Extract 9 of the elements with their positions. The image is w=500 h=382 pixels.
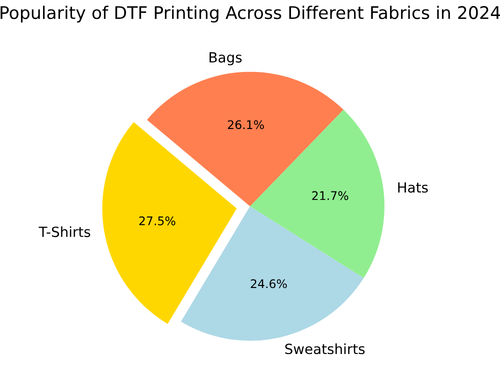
data-label: 24.6%: [250, 279, 287, 288]
chart-title: Popularity of DTF Printing Across Different Fabrics in 2024: [0, 6, 500, 23]
slice-label: T-Shirts: [38, 226, 90, 238]
slice-label: Sweatshirts: [285, 343, 365, 354]
data-label: 27.5%: [139, 216, 176, 226]
data-label: 21.7%: [312, 191, 348, 200]
slice-label: Bags: [210, 52, 242, 66]
slice-label: Hats: [398, 182, 428, 193]
data-label: 26.1%: [228, 120, 264, 130]
